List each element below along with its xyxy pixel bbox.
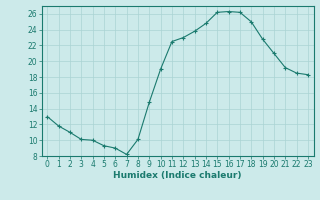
X-axis label: Humidex (Indice chaleur): Humidex (Indice chaleur): [113, 171, 242, 180]
